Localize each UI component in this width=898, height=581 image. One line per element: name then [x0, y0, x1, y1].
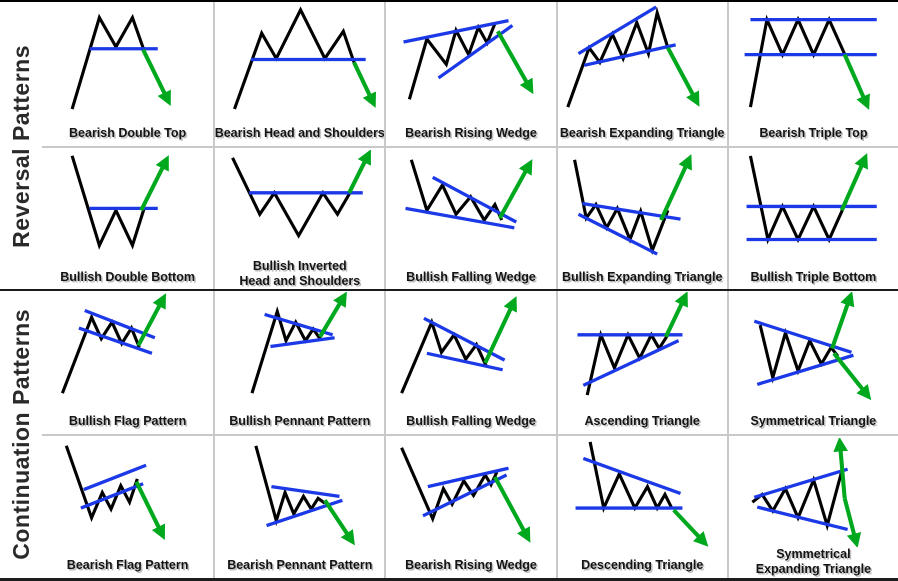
pattern-label-line: Head and Shoulders: [239, 273, 361, 288]
pattern-label: Bearish Pennant Pattern: [227, 558, 372, 575]
pattern-cell-bullish-pennant-pattern: Bullish Pennant Pattern: [213, 290, 384, 434]
bearish-expanding-triangle-diagram: [565, 5, 700, 108]
pattern-label: Bullish Double Bottom: [60, 270, 195, 287]
pattern-label-line: Bullish Triple Bottom: [750, 270, 877, 285]
pattern-label-line: Bearish Pennant Pattern: [227, 558, 373, 573]
pattern-cell-bearish-rising-wedge-continuation: Bearish Rising Wedge: [384, 434, 556, 578]
pattern-label-line: Symmetrical Triangle: [750, 414, 877, 429]
pattern-label: Ascending Triangle: [585, 414, 700, 431]
pattern-cell-bearish-head-and-shoulders: Bearish Head and Shoulders: [213, 2, 384, 146]
descending-triangle-diagram: [575, 441, 708, 547]
pattern-cell-symmetrical-expanding-triangle: Symmetrical Expanding Triangle: [726, 434, 898, 578]
pattern-label-line: Bullish Inverted: [252, 259, 347, 273]
pattern-cell-bearish-triple-top: Bearish Triple Top: [726, 2, 898, 146]
pattern-label: Bullish Flag Pattern: [69, 414, 186, 431]
bullish-triple-bottom-diagram: [746, 153, 877, 245]
pattern-label: Bearish Flag Pattern: [67, 558, 189, 575]
pattern-label: Bearish Triple Top: [759, 126, 867, 143]
pattern-cell-bearish-rising-wedge-reversal: Bearish Rising Wedge: [384, 2, 555, 146]
section-label-text-continuation: Continuation Patterns: [7, 308, 34, 560]
pattern-label-line: Bearish Double Top: [69, 126, 187, 141]
pattern-label: Symmetrical Expanding Triangle: [756, 547, 871, 578]
pattern-label-line: Bearish Expanding Triangle: [559, 126, 725, 141]
pattern-cell-bullish-double-bottom: Bullish Double Bottom: [42, 146, 214, 290]
pattern-cell-symmetrical-triangle: Symmetrical Triangle: [726, 290, 898, 434]
bullish-double-bottom-diagram: [70, 155, 169, 250]
ascending-triangle-diagram: [577, 292, 688, 396]
bullish-pennant-pattern-diagram: [250, 292, 348, 394]
pattern-label-line: Bearish Head and Shoulders: [214, 126, 385, 141]
bearish-rising-wedge-continuation-diagram: [400, 447, 531, 543]
pattern-cell-descending-triangle: Descending Triangle: [555, 434, 727, 578]
pattern-cell-bearish-expanding-triangle: Bearish Expanding Triangle: [555, 2, 727, 146]
bullish-falling-wedge-continuation-diagram: [400, 296, 518, 394]
section-divider: [0, 289, 898, 291]
bullish-expanding-triangle-diagram: [572, 154, 692, 256]
bearish-triple-top-diagram: [744, 14, 877, 110]
bearish-rising-wedge-reversal-diagram: [403, 18, 534, 100]
symmetrical-expanding-triangle-diagram: [751, 438, 861, 547]
pattern-cell-bullish-inverted-head-and-shoulders: Bullish Inverted Head and Shoulders: [213, 146, 385, 290]
pattern-label: Bullish Falling Wedge: [406, 414, 536, 431]
pattern-label: Bearish Rising Wedge: [405, 558, 537, 575]
pattern-label: Bearish Double Top: [69, 126, 186, 143]
pattern-cell-bearish-double-top: Bearish Double Top: [42, 2, 213, 146]
pattern-cell-ascending-triangle: Ascending Triangle: [555, 290, 727, 434]
pattern-label: Bearish Expanding Triangle: [560, 126, 725, 143]
bullish-falling-wedge-reversal-diagram: [405, 159, 533, 230]
pattern-label-line: Bullish Flag Pattern: [68, 414, 187, 429]
pattern-label: Bullish Pennant Pattern: [229, 414, 370, 431]
pattern-label-line: Bearish Flag Pattern: [66, 558, 189, 573]
pattern-label-line: Symmetrical: [776, 547, 851, 561]
bearish-head-and-shoulders-diagram: [233, 6, 377, 110]
pattern-cell-bearish-pennant-pattern: Bearish Pennant Pattern: [213, 434, 385, 578]
pattern-label: Descending Triangle: [581, 558, 703, 575]
pattern-cell-bullish-falling-wedge-continuation: Bullish Falling Wedge: [384, 290, 555, 434]
pattern-label-line: Bearish Rising Wedge: [405, 558, 537, 573]
pattern-label-line: Bullish Falling Wedge: [406, 414, 536, 429]
pattern-label-line: Bullish Pennant Pattern: [229, 414, 371, 429]
pattern-label-line: Bearish Triple Top: [759, 126, 868, 141]
pattern-label: Bullish Falling Wedge: [406, 270, 536, 287]
pattern-label: Bearish Head and Shoulders: [214, 126, 385, 143]
bearish-pennant-pattern-diagram: [254, 445, 356, 546]
pattern-label-line: Ascending Triangle: [584, 414, 700, 429]
section-label-continuation: Continuation Patterns: [0, 290, 42, 578]
pattern-label: Bearish Rising Wedge: [405, 126, 537, 143]
pattern-label-line: Bullish Double Bottom: [60, 270, 195, 285]
bullish-flag-pattern-diagram: [60, 293, 167, 394]
pattern-cell-bearish-flag-pattern: Bearish Flag Pattern: [42, 434, 214, 578]
pattern-cell-bullish-falling-wedge-reversal: Bullish Falling Wedge: [384, 146, 556, 290]
pattern-label: Bullish Inverted Head and Shoulders: [239, 259, 360, 290]
pattern-label-line: Bearish Rising Wedge: [405, 126, 537, 141]
pattern-label-line: Descending Triangle: [581, 558, 704, 573]
pattern-cell-bullish-triple-bottom: Bullish Triple Bottom: [726, 146, 898, 290]
pattern-label: Bullish Expanding Triangle: [562, 270, 722, 287]
section-label-reversal: Reversal Patterns: [0, 2, 42, 290]
bearish-double-top-diagram: [70, 13, 171, 110]
symmetrical-triangle-diagram: [753, 292, 872, 401]
pattern-cell-bullish-expanding-triangle: Bullish Expanding Triangle: [555, 146, 727, 290]
bearish-flag-pattern-diagram: [64, 445, 166, 540]
section-label-text-reversal: Reversal Patterns: [7, 44, 34, 248]
pattern-label-line: Bullish Expanding Triangle: [561, 270, 723, 285]
pattern-label: Symmetrical Triangle: [751, 414, 877, 431]
pattern-cell-bullish-flag-pattern: Bullish Flag Pattern: [42, 290, 213, 434]
pattern-label: Bullish Triple Bottom: [751, 270, 877, 287]
pattern-label-line: Expanding Triangle: [755, 561, 872, 576]
pattern-label-line: Bullish Falling Wedge: [406, 270, 536, 285]
bullish-inverted-head-and-shoulders-diagram: [231, 150, 372, 239]
